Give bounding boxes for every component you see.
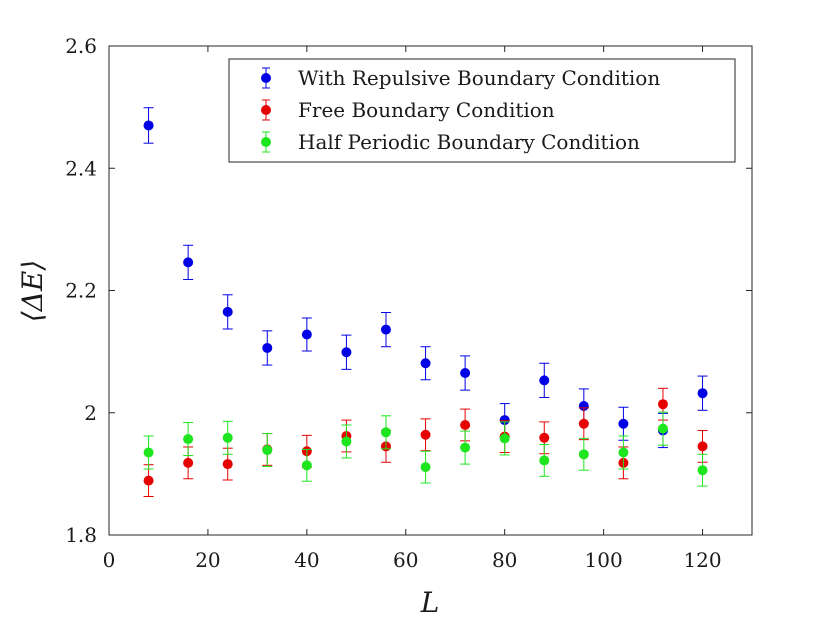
data-point	[539, 432, 550, 443]
legend: With Repulsive Boundary Condition Free Bo…	[228, 58, 736, 163]
legend-entry-1: With Repulsive Boundary Condition	[261, 66, 660, 90]
data-point	[697, 388, 708, 399]
legend-box	[228, 58, 736, 163]
y-tick-label: 2.2	[65, 279, 97, 303]
legend-label: Free Boundary Condition	[298, 98, 555, 122]
x-axis-label: L	[420, 586, 440, 619]
axes: 0 20 40 60 80 100 120 1.8 2 2.2 2.4 2.6	[65, 34, 752, 572]
legend-label: Half Periodic Boundary Condition	[298, 130, 640, 154]
data-point	[657, 399, 668, 410]
data-point	[578, 449, 589, 460]
data-point	[222, 432, 233, 443]
legend-marker	[261, 137, 271, 147]
data-point	[222, 459, 233, 470]
data-point	[697, 465, 708, 476]
series-3	[143, 411, 708, 487]
data-point	[539, 455, 550, 466]
x-tick-label: 100	[585, 548, 623, 572]
data-point	[183, 434, 194, 445]
data-point	[420, 429, 431, 440]
data-point	[301, 460, 312, 471]
y-tick-label: 2	[84, 401, 97, 425]
x-tick-label: 120	[683, 548, 721, 572]
legend-entry-3: Half Periodic Boundary Condition	[261, 130, 640, 154]
x-tick-label: 20	[195, 548, 220, 572]
data-point	[460, 368, 471, 379]
x-tick-label: 60	[393, 548, 418, 572]
legend-marker	[261, 73, 271, 83]
x-tick-label: 80	[492, 548, 517, 572]
data-point	[578, 401, 589, 412]
data-point	[380, 324, 391, 335]
data-point	[262, 342, 273, 353]
data-point	[499, 415, 510, 426]
data-point	[697, 441, 708, 452]
x-tick-label: 40	[294, 548, 319, 572]
legend-label: With Repulsive Boundary Condition	[298, 66, 660, 90]
y-axis-label: ⟨ΔE⟩	[16, 260, 49, 323]
data-point	[460, 419, 471, 430]
data-point	[499, 433, 510, 444]
data-point	[420, 358, 431, 369]
data-point	[183, 457, 194, 468]
data-point	[143, 475, 154, 486]
data-point	[301, 329, 312, 340]
data-point	[143, 447, 154, 458]
x-tick-label: 0	[103, 548, 116, 572]
data-point	[143, 120, 154, 131]
data-point	[420, 462, 431, 473]
data-point	[460, 442, 471, 453]
series-1	[143, 107, 708, 449]
legend-entry-2: Free Boundary Condition	[261, 98, 555, 122]
data-point	[341, 436, 352, 447]
data-point	[578, 418, 589, 429]
data-point	[618, 447, 629, 458]
data-point	[341, 347, 352, 358]
data-point	[618, 418, 629, 429]
data-point	[222, 306, 233, 317]
data-point	[657, 423, 668, 434]
data-point	[380, 427, 391, 438]
y-tick-label: 2.6	[65, 34, 97, 58]
y-tick-label: 1.8	[65, 523, 97, 547]
data-point	[183, 257, 194, 268]
legend-marker	[261, 105, 271, 115]
data-point	[262, 445, 273, 456]
data-point	[539, 375, 550, 386]
y-tick-label: 2.4	[65, 156, 97, 180]
plot-area	[143, 107, 708, 497]
